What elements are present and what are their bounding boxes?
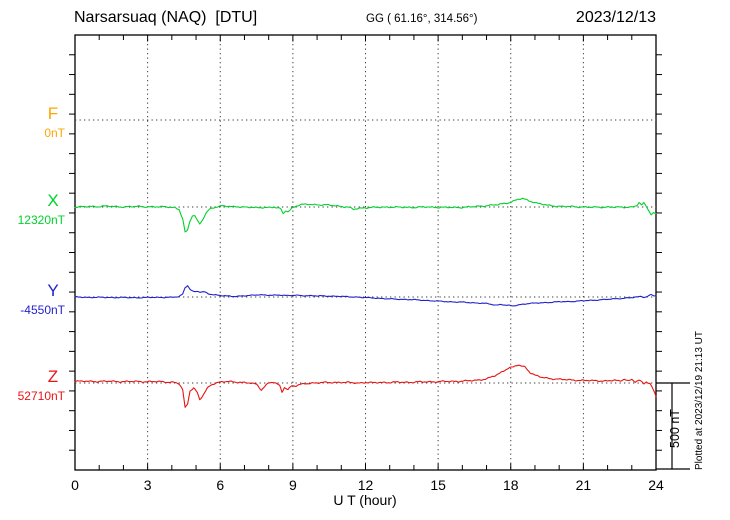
series-label-F: F <box>47 104 59 123</box>
series-baseline-value-X: 12320nT <box>17 213 65 227</box>
trace-Y <box>74 285 657 307</box>
x-tick-label: 12 <box>357 477 374 493</box>
x-tick-label: 0 <box>71 477 79 493</box>
x-tick-label: 18 <box>502 477 519 493</box>
trace-X <box>74 197 657 233</box>
series-label-X: X <box>47 191 59 210</box>
x-tick-label: 3 <box>143 477 152 493</box>
trace-Z <box>74 364 657 408</box>
geographic-coordinates: GG ( 61.16°, 314.56°) <box>366 13 478 25</box>
x-axis-title: U T (hour) <box>333 492 397 508</box>
series-label-Z: Z <box>47 367 59 386</box>
x-tick-label: 15 <box>430 477 446 493</box>
series-baseline-value-Z: 52710nT <box>17 389 65 403</box>
x-tick-label: 6 <box>216 477 225 493</box>
plot-date: 2023/12/13 <box>575 9 656 26</box>
x-tick-label: 24 <box>648 477 664 493</box>
x-tick-label: 21 <box>575 477 592 493</box>
series-label-Y: Y <box>47 281 59 300</box>
x-tick-label: 9 <box>288 477 297 493</box>
series-baseline-value-F: 0nT <box>44 126 65 140</box>
station-title: Narsarsuaq (NAQ) [DTU] <box>74 9 258 26</box>
plotted-at-note: Plotted at 2023/12/19 21:13 UT <box>694 331 705 470</box>
scale-bar-label: 500 nT <box>668 409 682 448</box>
series-baseline-value-Y: -4550nT <box>20 303 65 317</box>
